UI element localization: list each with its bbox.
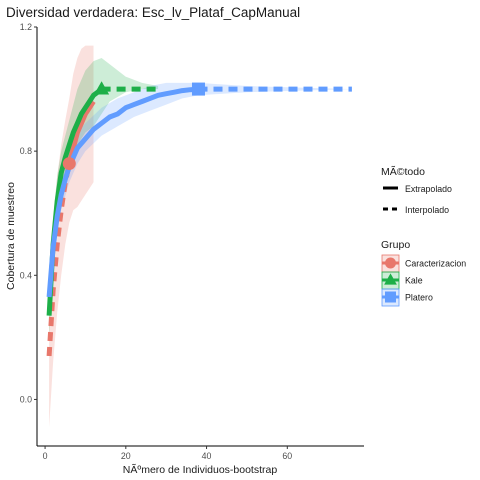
y-tick-label: 1.2: [20, 22, 32, 32]
legend-method-title: MÃ©todo: [381, 165, 425, 178]
x-axis-label: NÃºmero de Individuos-bootstrap: [123, 463, 278, 476]
ci-band-platero: [49, 82, 352, 313]
legend-interpolado-label: Interpolado: [405, 205, 449, 215]
y-tick-label: 0.4: [20, 270, 32, 280]
observed-point-platero: [191, 82, 205, 96]
observed-points: [62, 81, 205, 171]
legend-marker-platero: [385, 291, 396, 303]
legend-marker-caracterizacion: [385, 257, 396, 269]
legend-label-platero: Platero: [405, 293, 433, 303]
series-lines: [46, 86, 352, 357]
legend-label-caracterizacion: Caracterizacion: [405, 259, 466, 269]
x-tick-label: 0: [43, 451, 48, 461]
legend-label-kale: Kale: [405, 276, 423, 286]
chart-title: Diversidad verdadera: Esc_lv_Plataf_CapM…: [6, 5, 300, 20]
y-axis-ticks: 0.0 0.4 0.8 1.2: [20, 22, 37, 404]
x-tick-label: 60: [282, 451, 292, 461]
y-tick-label: 0.8: [20, 146, 32, 156]
x-tick-label: 40: [202, 451, 212, 461]
y-tick-label: 0.0: [20, 394, 32, 404]
y-axis-label: Cobertura de muestreo: [5, 182, 17, 290]
observed-point-caracterizacion: [62, 157, 76, 171]
extrapolated-line-kale: [46, 87, 104, 316]
legend-group-title: Grupo: [381, 239, 410, 251]
legend-group-keys: Caracterizacion Kale Platero: [381, 254, 466, 307]
extrapolated-line-platero: [46, 86, 199, 298]
x-axis-ticks: 0 20 40 60: [43, 446, 292, 461]
legend-marker-kale: [384, 273, 397, 285]
legend-extrapolado-label: Extrapolado: [405, 184, 452, 194]
legend: MÃ©todo Extrapolado Interpolado Grupo Ca…: [381, 165, 466, 307]
x-tick-label: 20: [121, 451, 131, 461]
observed-point-kale: [94, 81, 110, 95]
extrapolated-line-caracterizacion: [66, 100, 96, 165]
